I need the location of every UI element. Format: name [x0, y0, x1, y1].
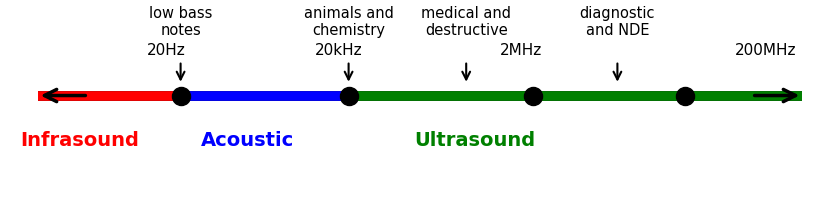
Text: 2MHz: 2MHz [500, 43, 542, 58]
Text: Infrasound: Infrasound [20, 131, 139, 150]
Text: 200MHz: 200MHz [735, 43, 796, 58]
Text: animals and
chemistry: animals and chemistry [304, 6, 393, 38]
Text: Ultrasound: Ultrasound [414, 131, 535, 150]
Text: low bass
notes: low bass notes [149, 6, 213, 38]
Text: 20kHz: 20kHz [315, 43, 363, 58]
Text: 20Hz: 20Hz [147, 43, 186, 58]
Text: diagnostic
and NDE: diagnostic and NDE [580, 6, 655, 38]
Text: Acoustic: Acoustic [201, 131, 295, 150]
Text: medical and
destructive: medical and destructive [421, 6, 512, 38]
